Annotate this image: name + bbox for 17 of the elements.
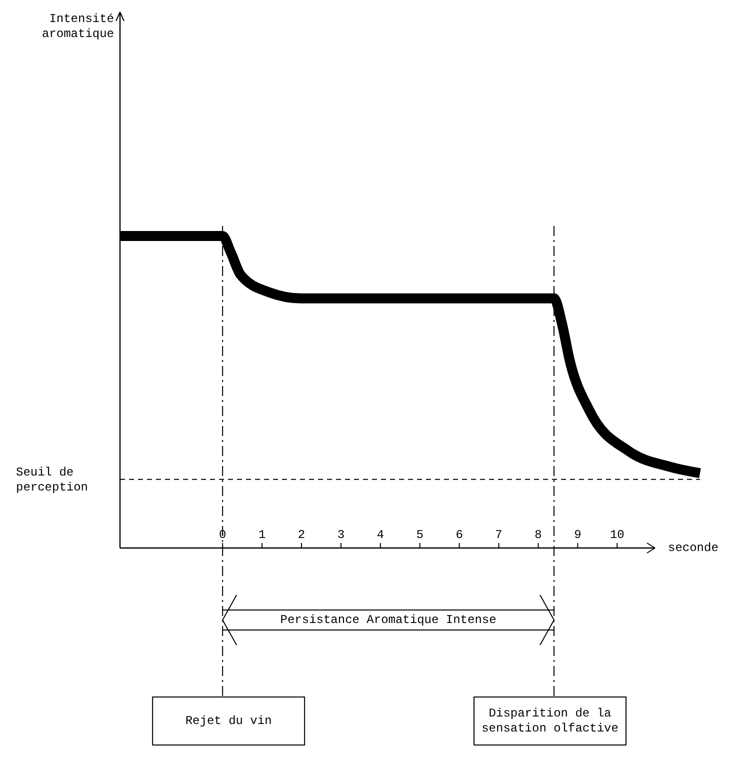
x-tick-label: 9: [574, 528, 582, 542]
ref-line-label: Disparition de la sensation olfactive: [482, 706, 618, 736]
x-tick-label: 4: [376, 528, 384, 542]
x-tick-label: 8: [534, 528, 542, 542]
x-tick-label: 10: [610, 528, 624, 542]
x-tick-label: 0: [218, 528, 226, 542]
x-tick-label: 3: [337, 528, 345, 542]
x-tick-label: 7: [495, 528, 502, 542]
text: Intensité aromatique: [42, 12, 114, 41]
text: Persistance Aromatique Intense: [280, 613, 496, 628]
x-tick-label: 5: [416, 528, 424, 542]
x-axis-title: seconde: [668, 541, 718, 556]
x-tick-label: 6: [456, 528, 463, 542]
ref-line-label: Rejet du vin: [185, 714, 272, 728]
x-tick-label: 1: [258, 528, 266, 542]
ref-line-label: Seuil de perception: [16, 465, 88, 494]
x-tick-label: 2: [298, 528, 306, 542]
